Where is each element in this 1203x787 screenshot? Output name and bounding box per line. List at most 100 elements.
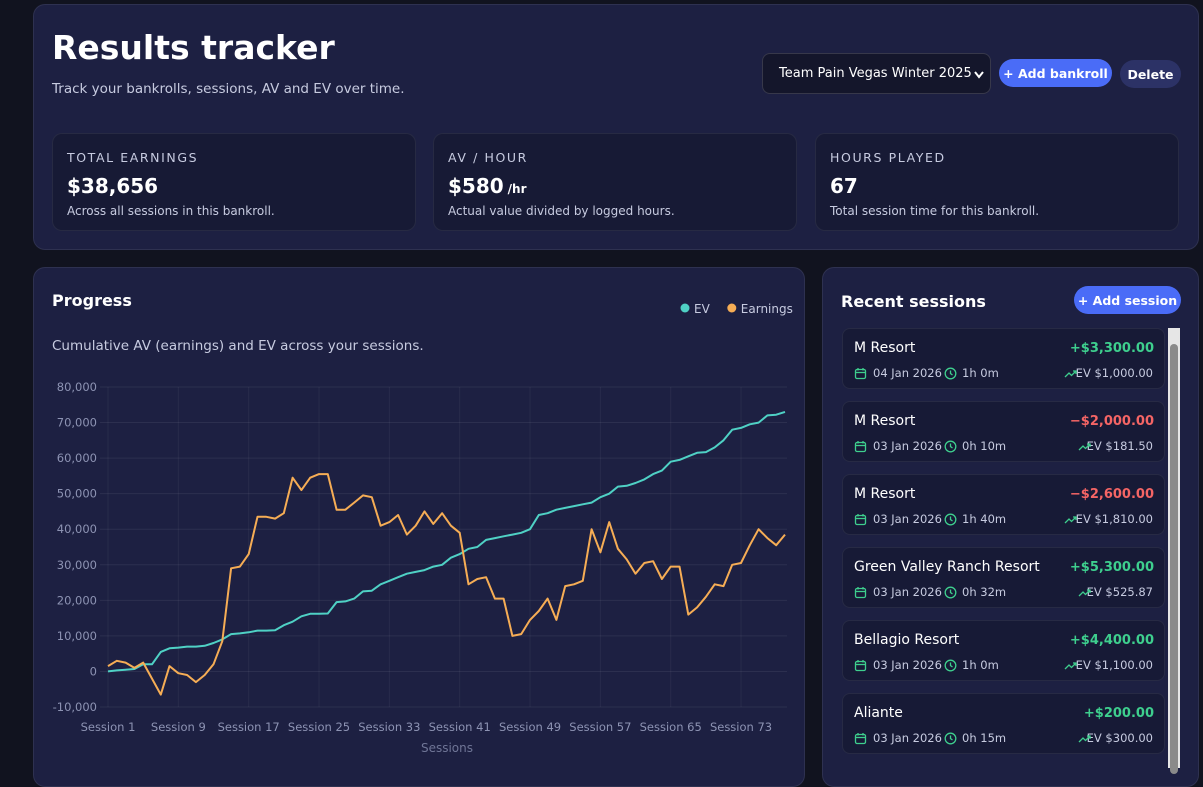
session-amount: +$3,300.00 bbox=[1069, 341, 1154, 356]
session-item[interactable]: Bellagio Resort +$4,400.00 03 Jan 2026 1h 0… bbox=[842, 620, 1165, 681]
stat-value: $580/hr bbox=[448, 174, 527, 198]
y-tick-label: -10,000 bbox=[53, 700, 97, 714]
session-date: 03 Jan 2026 bbox=[873, 439, 942, 453]
delete-button[interactable]: Delete bbox=[1120, 60, 1181, 88]
clock-icon bbox=[944, 513, 957, 526]
session-venue: Aliante bbox=[854, 705, 903, 721]
clock-icon bbox=[944, 732, 957, 745]
stat-note: Total session time for this bankroll. bbox=[830, 204, 1040, 218]
clock-icon bbox=[944, 440, 957, 453]
x-axis-title: Sessions bbox=[421, 741, 473, 755]
progress-chart: Progress Cumulative AV (earnings) and EV… bbox=[52, 291, 793, 755]
session-duration: 1h 0m bbox=[962, 658, 999, 672]
calendar-icon bbox=[854, 733, 867, 745]
session-item[interactable]: Green Valley Ranch Resort +$5,300.00 03 Ja… bbox=[842, 547, 1165, 608]
x-tick-label: Session 57 bbox=[569, 720, 631, 734]
session-item[interactable]: M Resort +$3,300.00 04 Jan 2026 1h 0m EV $1,… bbox=[842, 328, 1165, 389]
trend-icon bbox=[1078, 589, 1091, 597]
clock-icon bbox=[944, 586, 957, 599]
scrollbar[interactable] bbox=[1168, 328, 1180, 774]
x-tick-label: Session 17 bbox=[218, 720, 280, 734]
trend-icon bbox=[1064, 516, 1077, 524]
y-tick-label: 40,000 bbox=[57, 522, 97, 536]
chart-title: Progress bbox=[52, 291, 132, 310]
add-bankroll-button[interactable]: + Add bankroll bbox=[999, 59, 1112, 87]
session-duration: 1h 40m bbox=[962, 512, 1007, 526]
stat-value: 67 bbox=[830, 174, 858, 198]
stat-number: 67 bbox=[830, 174, 858, 198]
session-date: 03 Jan 2026 bbox=[873, 512, 942, 526]
session-date: 03 Jan 2026 bbox=[873, 731, 942, 745]
bankroll-select[interactable]: Team Pain Vegas Winter 2025 bbox=[762, 53, 991, 94]
y-tick-label: 50,000 bbox=[57, 487, 97, 501]
y-tick-label: 80,000 bbox=[57, 380, 97, 394]
session-ev: EV $1,000.00 bbox=[1075, 366, 1153, 380]
session-ev: EV $525.87 bbox=[1086, 585, 1153, 599]
stat-note: Actual value divided by logged hours. bbox=[448, 204, 675, 218]
trend-icon bbox=[1064, 370, 1077, 378]
stat-card: AV / HOUR $580/hr Actual value divided by … bbox=[433, 133, 797, 231]
session-date: 04 Jan 2026 bbox=[873, 366, 942, 380]
x-tick-label: Session 41 bbox=[429, 720, 491, 734]
calendar-icon bbox=[854, 587, 867, 599]
stat-card: TOTAL EARNINGS $38,656 Across all sessions… bbox=[52, 133, 416, 231]
y-tick-label: 70,000 bbox=[57, 416, 97, 430]
session-venue: M Resort bbox=[854, 413, 916, 429]
session-amount: −$2,000.00 bbox=[1069, 414, 1154, 429]
page-title: Results tracker bbox=[52, 28, 335, 67]
calendar-icon bbox=[854, 660, 867, 672]
x-tick-label: Session 65 bbox=[640, 720, 702, 734]
session-item[interactable]: M Resort −$2,000.00 03 Jan 2026 0h 10m EV $1… bbox=[842, 401, 1165, 462]
trend-icon bbox=[1078, 443, 1091, 451]
x-tick-label: Session 73 bbox=[710, 720, 772, 734]
y-tick-label: 0 bbox=[90, 664, 97, 678]
x-tick-label: Session 9 bbox=[151, 720, 206, 734]
session-duration: 0h 10m bbox=[962, 439, 1007, 453]
y-tick-label: 20,000 bbox=[57, 593, 97, 607]
x-tick-label: Session 49 bbox=[499, 720, 561, 734]
x-tick-label: Session 33 bbox=[358, 720, 420, 734]
stat-label: HOURS PLAYED bbox=[830, 150, 946, 165]
series-line bbox=[107, 410, 786, 673]
scroll-thumb[interactable] bbox=[1170, 344, 1178, 774]
select-caret bbox=[974, 71, 984, 79]
clock-icon bbox=[944, 659, 957, 672]
calendar-icon bbox=[854, 368, 867, 380]
session-ev: EV $1,100.00 bbox=[1075, 658, 1153, 672]
stat-number: $38,656 bbox=[67, 174, 159, 198]
session-amount: +$200.00 bbox=[1083, 706, 1154, 721]
add-session-button[interactable]: + Add session bbox=[1074, 286, 1181, 314]
y-tick-label: 30,000 bbox=[57, 558, 97, 572]
stat-card: HOURS PLAYED 67 Total session time for thi… bbox=[815, 133, 1179, 231]
page: Results tracker Track your bankrolls, se… bbox=[33, 4, 1199, 787]
session-venue: Green Valley Ranch Resort bbox=[854, 559, 1040, 575]
session-venue: Bellagio Resort bbox=[854, 632, 960, 648]
session-amount: +$5,300.00 bbox=[1069, 560, 1154, 575]
x-tick-label: Session 1 bbox=[81, 720, 136, 734]
page-subtitle: Track your bankrolls, sessions, AV and E… bbox=[52, 81, 405, 97]
stat-unit: /hr bbox=[507, 182, 527, 196]
y-tick-label: 60,000 bbox=[57, 451, 97, 465]
progress-card bbox=[33, 267, 805, 787]
session-item[interactable]: M Resort −$2,600.00 03 Jan 2026 1h 40m EV $1… bbox=[842, 474, 1165, 535]
y-tick-label: 10,000 bbox=[57, 629, 97, 643]
session-date: 03 Jan 2026 bbox=[873, 585, 942, 599]
session-ev: EV $181.50 bbox=[1086, 439, 1153, 453]
legend-marker bbox=[680, 303, 690, 313]
trend-icon bbox=[1064, 662, 1077, 670]
session-duration: 0h 15m bbox=[962, 731, 1007, 745]
chart-subtitle: Cumulative AV (earnings) and EV across y… bbox=[52, 338, 424, 354]
x-tick-label: Session 25 bbox=[288, 720, 350, 734]
bankroll-name: Team Pain Vegas Winter 2025 bbox=[779, 66, 972, 81]
stat-number: $580 bbox=[448, 174, 504, 198]
session-item[interactable]: Aliante +$200.00 03 Jan 2026 0h 15m EV $300.… bbox=[842, 693, 1165, 754]
stat-note: Across all sessions in this bankroll. bbox=[67, 204, 275, 218]
session-ev: EV $300.00 bbox=[1086, 731, 1153, 745]
session-duration: 1h 0m bbox=[962, 366, 999, 380]
session-amount: +$4,400.00 bbox=[1069, 633, 1154, 648]
legend-marker bbox=[727, 303, 737, 313]
clock-icon bbox=[944, 367, 957, 380]
session-amount: −$2,600.00 bbox=[1069, 487, 1154, 502]
session-ev: EV $1,810.00 bbox=[1075, 512, 1153, 526]
session-date: 03 Jan 2026 bbox=[873, 658, 942, 672]
